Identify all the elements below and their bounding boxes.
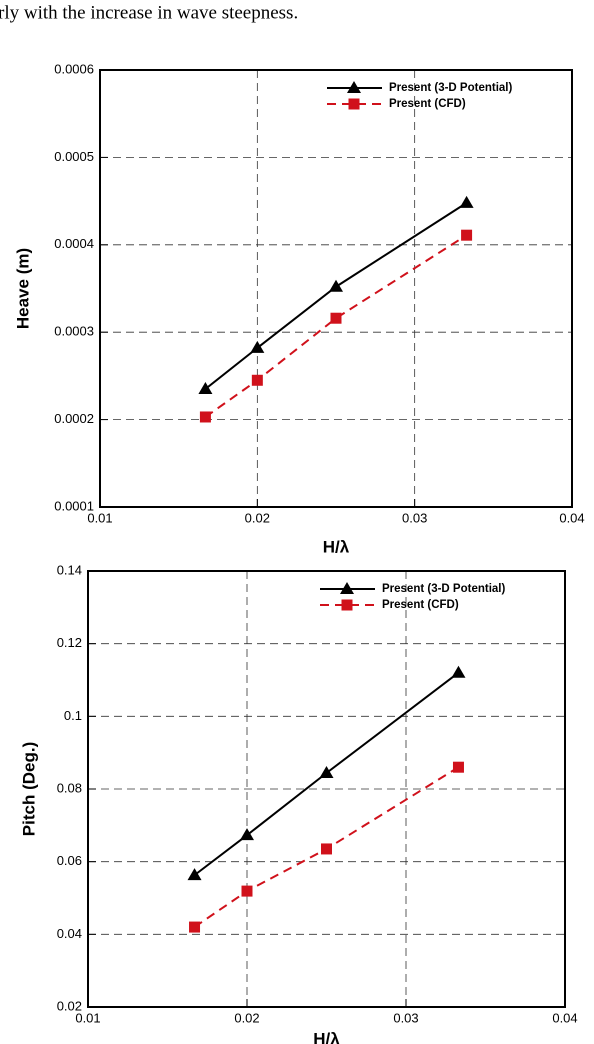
y-tick-label: 0.14 (57, 562, 82, 577)
marker (187, 868, 202, 881)
legend-marker (348, 98, 360, 110)
marker (329, 279, 343, 292)
x-tick-label: 0.03 (393, 1010, 418, 1025)
marker (321, 843, 332, 855)
marker (461, 229, 473, 241)
marker (198, 382, 213, 395)
x-tick-label: 0.01 (87, 510, 112, 525)
x-tick-label: 0.02 (234, 1010, 259, 1025)
marker (250, 340, 265, 353)
x-tick-label: 0.04 (552, 1010, 577, 1025)
y-tick-label: 0.1 (64, 708, 82, 723)
x-tick-label: 0.02 (245, 510, 270, 525)
x-axis-label: H/λ (313, 1029, 340, 1044)
marker (240, 828, 254, 841)
series-line (204, 202, 468, 390)
marker (199, 411, 211, 423)
x-tick-label: 0.03 (402, 510, 427, 525)
legend-marker (347, 81, 361, 93)
y-tick-label: 0.0001 (54, 498, 94, 513)
series-line (204, 234, 468, 418)
x-tick-label: 0.04 (559, 510, 584, 525)
legend-marker (340, 582, 354, 594)
marker (251, 374, 263, 386)
y-tick-label: 0.0006 (54, 61, 94, 76)
y-axis-label: Pitch (Deg.) (19, 742, 38, 836)
y-tick-label: 0.0004 (54, 236, 94, 251)
y-tick-label: 0.08 (57, 780, 82, 795)
legend-label: Present (3-D Potential) (382, 583, 505, 595)
marker (189, 921, 201, 933)
marker (330, 312, 342, 324)
y-tick-label: 0.0005 (54, 149, 94, 164)
legend-label: Present (3-D Potential) (389, 82, 512, 94)
x-axis-label: H/λ (323, 537, 350, 556)
series-line (193, 766, 459, 928)
x-tick-label: 0.01 (75, 1010, 100, 1025)
y-tick-label: 0.0003 (54, 324, 94, 339)
legend-marker (341, 599, 353, 611)
legend-label: Present (CFD) (382, 599, 459, 611)
marker (451, 665, 466, 678)
y-tick-label: 0.0002 (54, 411, 94, 426)
legend-label: Present (CFD) (389, 98, 466, 110)
y-tick-label: 0.02 (57, 998, 82, 1013)
y-axis-label: Heave (m) (13, 248, 32, 329)
marker (459, 195, 474, 208)
marker (319, 766, 334, 779)
y-tick-label: 0.04 (57, 926, 82, 941)
plot-frame (87, 570, 566, 1008)
y-tick-label: 0.06 (57, 853, 82, 868)
plot-frame (99, 69, 573, 508)
marker (241, 885, 253, 897)
header-text: rly with the increase in wave steepness. (0, 2, 298, 23)
series-line (193, 671, 460, 876)
marker (452, 761, 464, 773)
y-tick-label: 0.12 (57, 635, 82, 650)
